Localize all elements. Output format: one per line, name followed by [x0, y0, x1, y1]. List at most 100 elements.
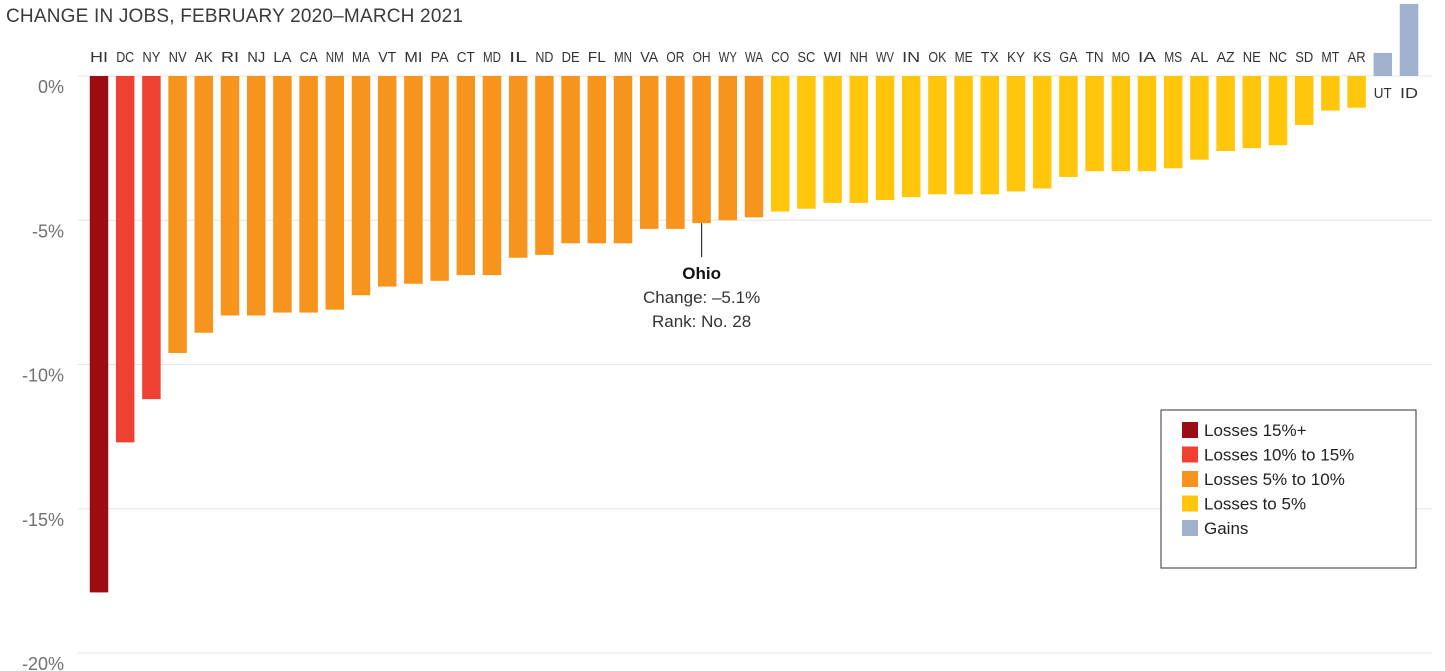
bar-mo — [1111, 76, 1131, 172]
y-tick-label: -5% — [32, 221, 64, 241]
legend-swatch-15plus — [1182, 422, 1198, 438]
bar-tn — [1085, 76, 1104, 172]
x-tick-label-mn: MN — [614, 49, 632, 66]
bar-la — [273, 76, 292, 313]
x-tick-label-nh: NH — [850, 49, 868, 66]
annotation-title: Ohio — [682, 264, 721, 283]
y-tick-label: -15% — [22, 510, 64, 530]
x-tick-label-de: DE — [562, 49, 580, 66]
bar-ct — [456, 76, 476, 276]
bar-pa — [430, 76, 449, 281]
bar-ia — [1137, 76, 1157, 172]
bar-de — [561, 76, 580, 244]
bar-ak — [194, 76, 214, 333]
x-tick-label-mo: MO — [1112, 49, 1130, 66]
x-tick-label-tx: TX — [981, 49, 999, 66]
x-tick-label-pa: PA — [431, 49, 449, 66]
x-tick-label-ct: CT — [457, 49, 475, 66]
bar-ks — [1032, 76, 1052, 189]
bar-dc — [115, 76, 135, 443]
bar-mn — [613, 76, 633, 244]
x-tick-label-ok: OK — [928, 49, 946, 66]
x-tick-label-in: IN — [902, 49, 920, 66]
x-tick-label-sc: SC — [797, 49, 815, 66]
bar-nj — [246, 76, 266, 316]
x-tick-label-ny: NY — [142, 49, 160, 66]
bar-ms — [1163, 76, 1183, 169]
x-tick-label-ut: UT — [1374, 85, 1392, 102]
bars — [89, 3, 1419, 593]
x-tick-label-mi: MI — [404, 49, 422, 66]
x-tick-label-ms: MS — [1164, 49, 1182, 66]
x-tick-label-nd: ND — [535, 49, 553, 66]
x-tick-label-oh: OH — [693, 49, 711, 66]
x-tick-label-me: ME — [955, 49, 973, 66]
bar-me — [954, 76, 973, 195]
x-tick-label-az: AZ — [1217, 49, 1235, 66]
x-tick-label-fl: FL — [588, 49, 606, 66]
bar-ga — [1059, 76, 1078, 177]
bar-ne — [1242, 76, 1262, 149]
bar-wi — [823, 76, 842, 203]
x-tick-label-ca: CA — [300, 49, 318, 66]
bar-vt — [377, 76, 397, 287]
chart-title: CHANGE IN JOBS, FEBRUARY 2020–MARCH 2021 — [6, 6, 463, 27]
legend-swatch-5to10 — [1182, 471, 1198, 487]
x-tick-label-md: MD — [483, 49, 501, 66]
x-tick-label-vt: VT — [378, 49, 396, 66]
y-tick-label: -20% — [22, 654, 64, 671]
bar-ky — [1006, 76, 1026, 192]
bar-wv — [875, 76, 895, 201]
legend-swatch-10to15 — [1182, 446, 1198, 463]
bar-sc — [797, 76, 816, 209]
x-tick-label-ne: NE — [1243, 49, 1261, 66]
bar-in — [901, 76, 921, 198]
x-tick-label-nv: NV — [169, 49, 187, 66]
bar-wa — [744, 76, 764, 218]
bar-nm — [325, 76, 345, 310]
annotation-line: Change: –5.1% — [643, 288, 760, 307]
x-tick-label-wi: WI — [824, 49, 842, 66]
bar-wy — [718, 76, 738, 221]
legend-box — [1160, 409, 1417, 569]
x-tick-label-va: VA — [640, 49, 658, 66]
y-tick-label: -10% — [22, 366, 64, 386]
bar-md — [482, 76, 502, 276]
x-tick-label-wa: WA — [745, 49, 763, 66]
x-tick-label-ga: GA — [1059, 49, 1077, 66]
x-tick-label-nj: NJ — [247, 49, 265, 66]
bar-ca — [299, 76, 318, 313]
x-tick-label-dc: DC — [116, 49, 134, 66]
bar-mi — [404, 76, 423, 284]
x-tick-label-il: IL — [509, 49, 527, 66]
x-tick-label-ks: KS — [1033, 49, 1051, 66]
legend-label-gains: Gains — [1204, 519, 1248, 538]
bar-al — [1190, 76, 1209, 160]
x-tick-label-nc: NC — [1269, 49, 1287, 66]
x-tick-label-ia: IA — [1138, 49, 1156, 66]
bar-va — [639, 76, 659, 229]
bar-az — [1216, 76, 1235, 152]
bar-ok — [928, 76, 947, 195]
legend-label-to5: Losses to 5% — [1204, 495, 1306, 514]
bar-nd — [535, 76, 554, 255]
x-tick-label-or: OR — [666, 49, 684, 66]
x-tick-label-ri: RI — [221, 49, 239, 66]
bar-nv — [168, 76, 187, 353]
x-tick-label-id: ID — [1400, 85, 1418, 102]
bar-hi — [89, 76, 109, 593]
x-tick-label-al: AL — [1190, 49, 1208, 66]
x-tick-label-ar: AR — [1348, 49, 1366, 66]
bar-nc — [1268, 76, 1288, 146]
bar-ut — [1373, 52, 1393, 76]
bar-sd — [1294, 76, 1314, 126]
x-tick-label-sd: SD — [1295, 49, 1313, 66]
y-tick-label: 0% — [38, 77, 64, 97]
bar-or — [666, 76, 685, 229]
legend-label-10to15: Losses 10% to 15% — [1204, 446, 1354, 465]
bar-fl — [587, 76, 607, 244]
legend-label-15plus: Losses 15%+ — [1204, 421, 1307, 440]
x-tick-label-hi: HI — [90, 49, 108, 66]
x-tick-label-ky: KY — [1007, 49, 1025, 66]
